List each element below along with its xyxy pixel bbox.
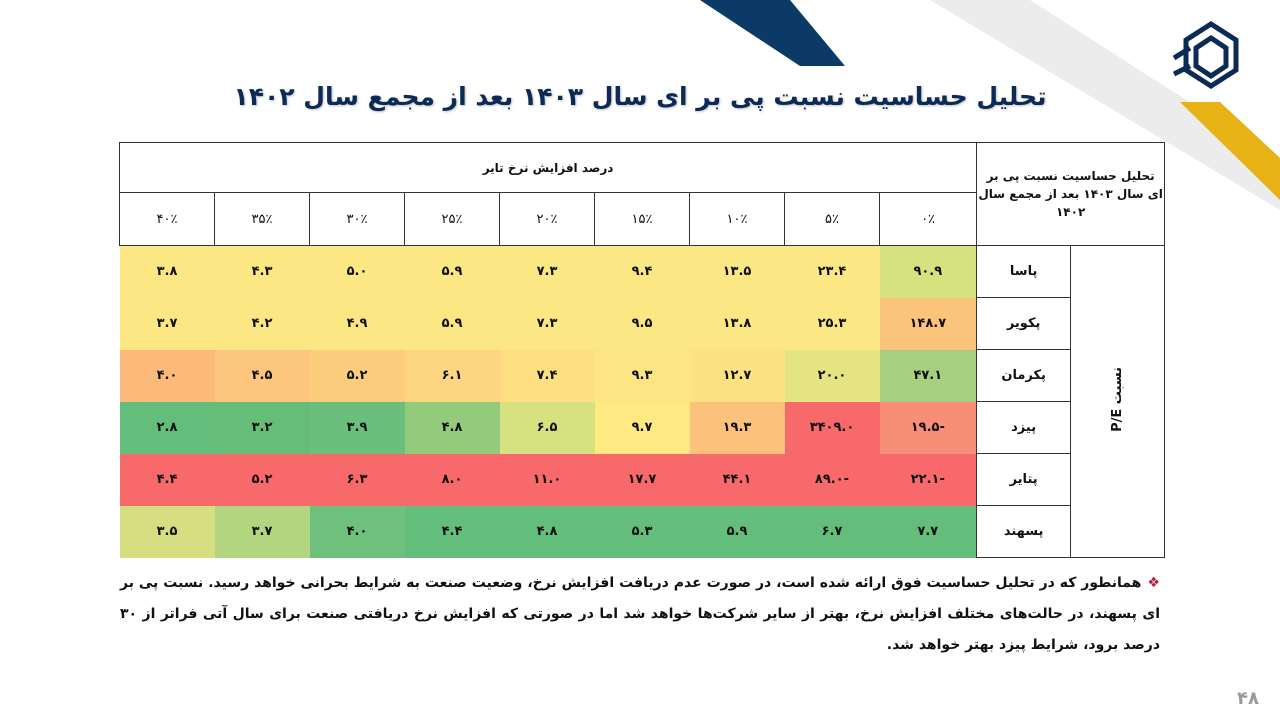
table-cell: -۱۹.۵ — [879, 401, 977, 454]
table-cell: ۲۳.۴ — [784, 245, 880, 298]
column-header: ۲۰٪ — [499, 192, 595, 246]
table-cell: ۴.۳ — [214, 245, 310, 298]
row-label: پیزد — [976, 401, 1072, 454]
corner-header: تحلیل حساسیت نسبت پی بر ای سال ۱۴۰۳ بعد … — [976, 142, 1166, 246]
table-cell: ۴.۵ — [214, 349, 310, 402]
note-text: همانطور که در تحلیل حساسیت فوق ارائه شده… — [120, 575, 1160, 653]
company-logo — [1172, 21, 1239, 89]
page-title: تحلیل حساسیت نسبت پی بر ای سال ۱۴۰۳ بعد … — [233, 82, 1047, 111]
column-header: ۱۵٪ — [594, 192, 690, 246]
table-cell: ۴.۰ — [309, 505, 405, 558]
table-cell: ۱۳.۵ — [689, 245, 785, 298]
gold-diagonal-band — [1180, 102, 1280, 200]
table-cell: ۶.۷ — [784, 505, 880, 558]
table-cell: ۴.۰ — [119, 349, 215, 402]
table-cell: ۴۴.۱ — [689, 453, 785, 506]
table-cell: -۲۲.۱ — [879, 453, 977, 506]
table-cell: ۱۷.۷ — [594, 453, 690, 506]
row-label: پاسا — [976, 245, 1072, 298]
table-cell: ۸.۰ — [404, 453, 500, 506]
table-cell: ۹.۴ — [594, 245, 690, 298]
row-label: پکویر — [976, 297, 1072, 350]
table-cell: ۵.۲ — [309, 349, 405, 402]
column-header: ۲۵٪ — [404, 192, 500, 246]
table-cell: ۴.۲ — [214, 297, 310, 350]
table-row: ۳.۸ ۴.۳ ۵.۰ ۵.۹ ۷.۳ ۹.۴ ۱۳.۵ ۲۳.۴ ۹۰.۹ پاسا نسبت P… — [119, 245, 1166, 558]
table-cell: ۲۰.۰ — [784, 349, 880, 402]
table-cell: ۴.۸ — [499, 505, 595, 558]
table-cell: ۷.۳ — [499, 297, 595, 350]
table-cell: ۷.۴ — [499, 349, 595, 402]
table-cell: ۳.۹ — [309, 401, 405, 454]
column-header: ۰٪ — [878, 192, 978, 246]
pe-ratio-label-cell: نسبت P/E — [1070, 245, 1166, 558]
table-cell: ۵.۹ — [404, 297, 500, 350]
table-cell: ۶.۵ — [499, 401, 595, 454]
table-cell: ۵.۳ — [594, 505, 690, 558]
column-header: ۵٪ — [784, 192, 880, 246]
table-cell: ۷.۳ — [499, 245, 595, 298]
table-cell: ۷.۷ — [879, 505, 977, 558]
pe-ratio-label: نسبت P/E — [1110, 367, 1126, 432]
table-cell: ۲.۸ — [119, 401, 215, 454]
table-row: ۴.۴ ۵.۲ ۶.۳ ۸.۰ ۱۱.۰ ۱۷.۷ ۴۴.۱ -۸۹.۰ -۲۲.۱ پتایر — [119, 453, 1165, 506]
table-cell: ۱۳.۸ — [689, 297, 785, 350]
table-cell: ۱۲.۷ — [689, 349, 785, 402]
table-cell: ۹.۳ — [594, 349, 690, 402]
table-row: ۴.۰ ۴.۵ ۵.۲ ۶.۱ ۷.۴ ۹.۳ ۱۲.۷ ۲۰.۰ ۴۷.۱ پکرمان — [119, 349, 1165, 402]
table-cell: ۳.۲ — [214, 401, 310, 454]
table-cell: ۴.۸ — [404, 401, 500, 454]
table-cell: ۹.۷ — [594, 401, 690, 454]
navy-diagonal-band — [700, 0, 845, 66]
table-cell: ۴.۴ — [404, 505, 500, 558]
table-row: ۳.۵ ۳.۷ ۴.۰ ۴.۴ ۴.۸ ۵.۳ ۵.۹ ۶.۷ ۷.۷ پسهند — [119, 505, 1165, 558]
diamond-bullet-icon: ❖ — [1147, 575, 1160, 591]
table-cell: ۴۷.۱ — [879, 349, 977, 402]
column-header: ۳۵٪ — [214, 192, 310, 246]
table-cell: ۵.۹ — [404, 245, 500, 298]
group-header: درصد افزایش نرخ تایر — [118, 142, 978, 193]
sensitivity-table: درصد افزایش نرخ تایر تحلیل حساسیت نسبت پ… — [118, 142, 1166, 558]
table-row: ۲.۸ ۳.۲ ۳.۹ ۴.۸ ۶.۵ ۹.۷ ۱۹.۳ ۳۴۰۹.۰ -۱۹.۵ پیزد — [119, 401, 1165, 454]
analysis-note: ❖همانطور که در تحلیل حساسیت فوق ارائه شد… — [120, 568, 1160, 661]
page-number: ۴۸ — [1237, 688, 1259, 709]
row-label: پتایر — [976, 453, 1072, 506]
column-header: ۳۰٪ — [309, 192, 405, 246]
table-cell: ۱۹.۳ — [689, 401, 785, 454]
table-cell: ۱۱.۰ — [499, 453, 595, 506]
table-cell: ۹۰.۹ — [879, 245, 977, 298]
table-cell: -۸۹.۰ — [784, 453, 880, 506]
table-cell: ۳.۷ — [214, 505, 310, 558]
table-cell: ۲۵.۳ — [784, 297, 880, 350]
column-header: ۱۰٪ — [689, 192, 785, 246]
table-cell: ۵.۹ — [689, 505, 785, 558]
table-cell: ۱۴۸.۷ — [879, 297, 977, 350]
table-cell: ۳.۷ — [119, 297, 215, 350]
table-cell: ۶.۳ — [309, 453, 405, 506]
table-cell: ۳.۸ — [119, 245, 215, 298]
table-cell: ۵.۲ — [214, 453, 310, 506]
table-cell: ۴.۹ — [309, 297, 405, 350]
row-label: پسهند — [976, 505, 1072, 558]
table-cell: ۴.۴ — [119, 453, 215, 506]
table-row: ۳.۷ ۴.۲ ۴.۹ ۵.۹ ۷.۳ ۹.۵ ۱۳.۸ ۲۵.۳ ۱۴۸.۷ پکویر — [119, 297, 1165, 350]
column-header: ۴۰٪ — [119, 192, 215, 246]
table-cell: ۳.۵ — [119, 505, 215, 558]
table-cell: ۶.۱ — [404, 349, 500, 402]
column-header-row: ۴۰٪ ۳۵٪ ۳۰٪ ۲۵٪ ۲۰٪ ۱۵٪ ۱۰٪ ۵٪ ۰٪ — [119, 192, 1165, 246]
row-label: پکرمان — [976, 349, 1072, 402]
table-cell: ۳۴۰۹.۰ — [784, 401, 880, 454]
table-cell: ۹.۵ — [594, 297, 690, 350]
table-cell: ۵.۰ — [309, 245, 405, 298]
